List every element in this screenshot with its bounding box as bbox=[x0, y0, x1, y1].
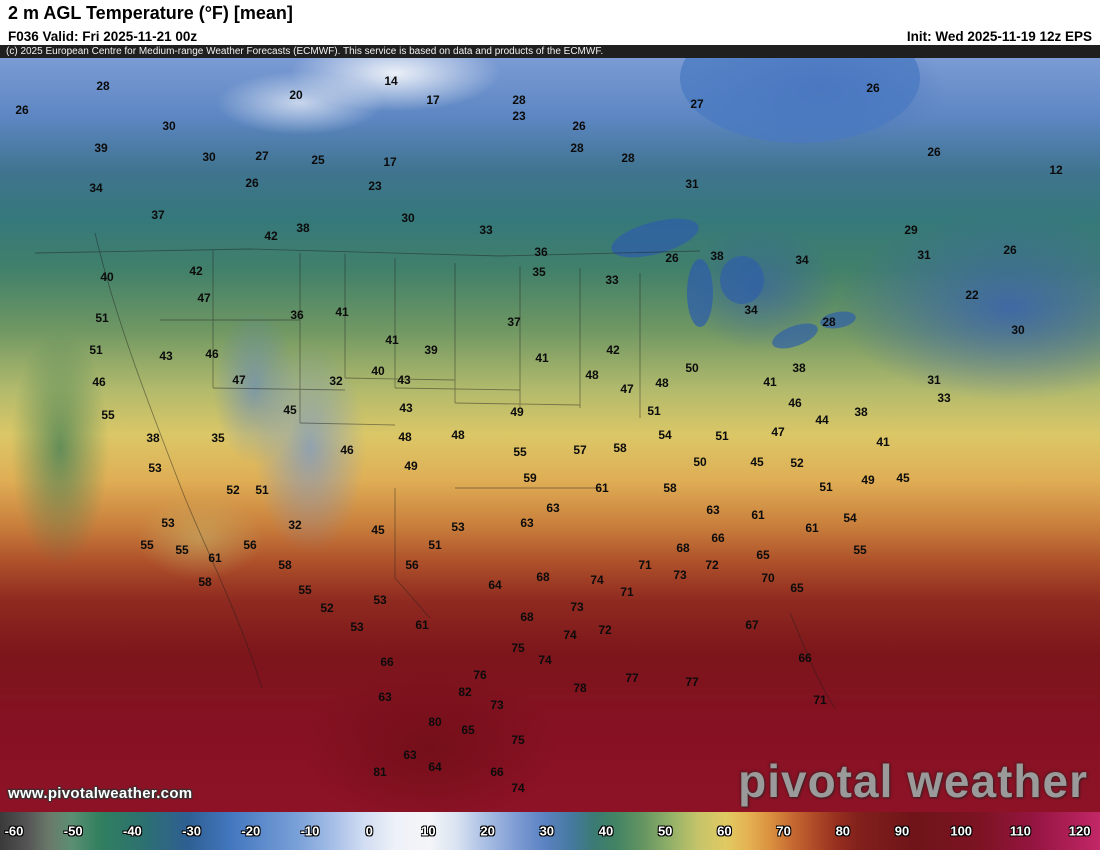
colorbar-tick: 30 bbox=[539, 823, 555, 839]
copyright-bar: (c) 2025 European Centre for Medium-rang… bbox=[0, 45, 1100, 58]
colorbar-tick: -40 bbox=[122, 823, 142, 839]
valid-time-label: F036 Valid: Fri 2025-11-21 00z bbox=[8, 29, 198, 44]
colorbar-gradient bbox=[0, 812, 1100, 850]
colorbar-tick: 10 bbox=[421, 823, 436, 839]
colorbar-tick: -50 bbox=[63, 823, 83, 839]
pivotalweather-url-watermark: www.pivotalweather.com bbox=[8, 785, 193, 802]
colorbar-tick: -30 bbox=[182, 823, 201, 839]
colorbar-tick: -60 bbox=[4, 823, 24, 839]
colorbar-tick: 100 bbox=[950, 823, 973, 839]
temperature-colorbar: -60 -50 -40 -30 -20 -10 0 10 20 30 40 50 60 70 80 90 100… bbox=[0, 812, 1100, 850]
colorbar-tick: 60 bbox=[717, 823, 732, 839]
geography-overlay bbox=[34, 58, 920, 709]
colorbar-tick: 90 bbox=[894, 823, 910, 839]
colorbar-tick: 110 bbox=[1009, 823, 1031, 839]
colorbar-tick: 80 bbox=[835, 823, 851, 839]
init-time-label: Init: Wed 2025-11-19 12z EPS bbox=[906, 29, 1092, 44]
great-lakes bbox=[611, 218, 856, 349]
colorbar-tick: -20 bbox=[241, 823, 261, 839]
copyright-text: (c) 2025 European Centre for Medium-rang… bbox=[6, 46, 604, 57]
colorbar-tick: 40 bbox=[598, 823, 614, 839]
colorbar-tick: 120 bbox=[1068, 823, 1091, 839]
state-borders bbox=[34, 232, 836, 709]
page-title: 2 m AGL Temperature (°F) [mean] bbox=[0, 0, 1100, 28]
pivotalweather-logo: pivotal weather bbox=[738, 755, 1088, 807]
forecast-info-row: F036 Valid: Fri 2025-11-21 00z Init: Wed… bbox=[0, 28, 1100, 45]
temperature-map: www.pivotalweather.com pivotal weather bbox=[0, 58, 1100, 812]
colorbar-tick-layer: -60 -50 -40 -30 -20 -10 0 10 20 30 40 50 60 70 80 90 100… bbox=[0, 812, 1100, 850]
colorbar-tick: 0 bbox=[365, 823, 373, 839]
colorbar-tick: 70 bbox=[776, 823, 791, 839]
hudson-bay bbox=[680, 58, 920, 143]
colorbar-tick: -10 bbox=[300, 823, 320, 839]
colorbar-tick: 20 bbox=[480, 823, 495, 839]
colorbar-tick: 50 bbox=[657, 823, 673, 839]
